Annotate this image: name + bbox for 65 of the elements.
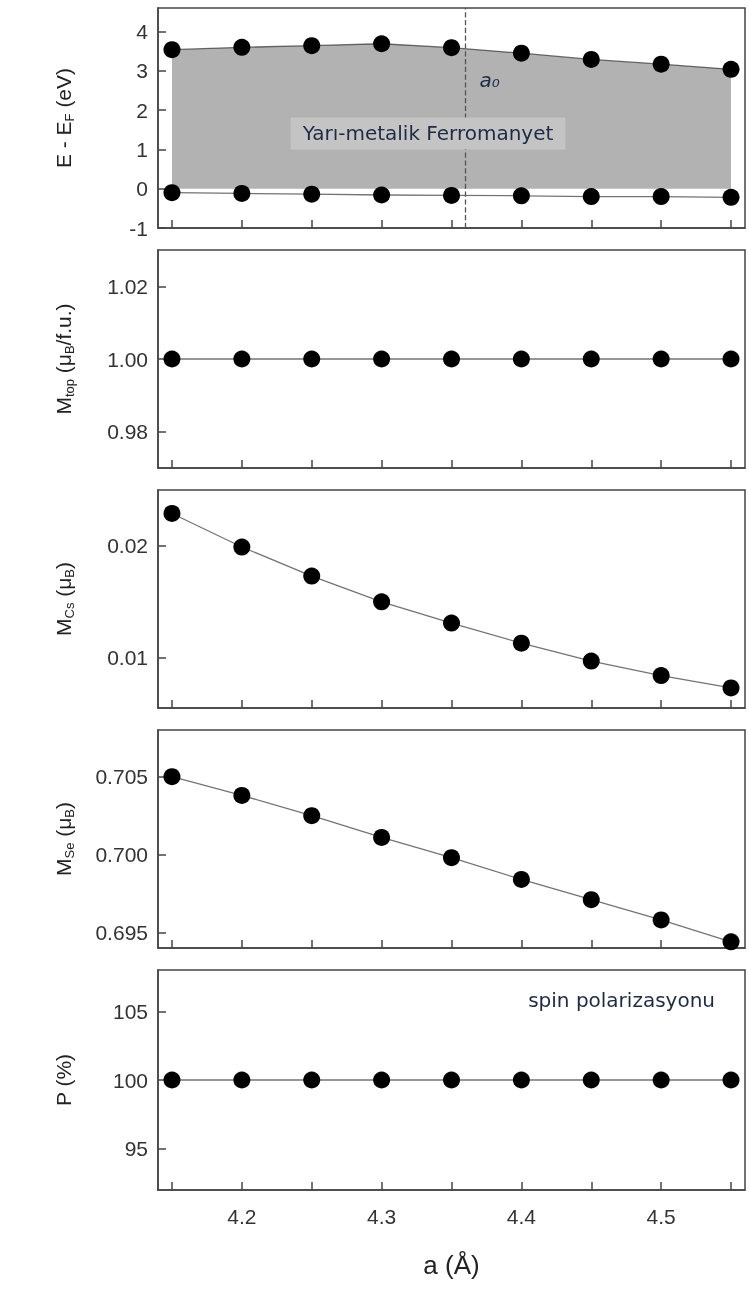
point: [233, 184, 251, 202]
y-tick-label: 1.02: [107, 274, 148, 298]
point: [722, 60, 740, 78]
point: [303, 807, 321, 825]
point: [443, 39, 460, 57]
point: [652, 667, 670, 685]
point: [373, 828, 391, 846]
y-tick-label: 0.01: [107, 646, 148, 670]
point: [373, 35, 391, 53]
y-tick-label: 0.695: [95, 920, 148, 944]
point: [163, 41, 181, 59]
point: [582, 50, 600, 68]
point: [582, 652, 600, 670]
point: [652, 55, 670, 73]
y-tick-label: 1.00: [107, 347, 148, 371]
y-tick-label: 2: [136, 98, 148, 122]
y-tick-label: 1: [136, 137, 148, 161]
y-tick-label: 0.02: [107, 534, 148, 558]
point: [233, 38, 251, 56]
point: [163, 184, 181, 202]
point: [373, 593, 391, 611]
y-axis-title: MCs (μB): [51, 562, 77, 636]
point: [443, 186, 460, 204]
point: [652, 911, 670, 929]
y-tick-label: 0: [136, 177, 148, 201]
annotation: spin polarizasyonu: [528, 988, 715, 1012]
y-tick-label: 3: [136, 59, 148, 83]
point: [652, 188, 670, 206]
point: [512, 634, 530, 652]
point: [303, 185, 321, 203]
annotation: Yarı-metalik Ferromanyet: [301, 121, 554, 146]
y-tick-label: 105: [112, 999, 148, 1023]
ref-line-label: a₀: [479, 68, 500, 92]
point: [233, 538, 251, 556]
y-tick-label: 0.705: [95, 765, 148, 789]
y-tick-label: 100: [112, 1068, 148, 1092]
point: [443, 849, 460, 867]
y-tick-label: 0.98: [107, 420, 148, 444]
point: [373, 186, 391, 204]
point: [512, 44, 530, 62]
point: [303, 37, 321, 55]
x-tick-label: 4.2: [227, 1205, 257, 1228]
x-tick-label: 4.3: [367, 1205, 397, 1228]
y-tick-label: 4: [136, 20, 149, 44]
point: [582, 188, 600, 206]
y-tick-label: -1: [129, 216, 148, 240]
point: [163, 504, 181, 522]
x-axis-title: a (Å): [423, 1250, 480, 1280]
point: [233, 786, 251, 804]
point: [443, 614, 460, 632]
point: [512, 187, 530, 205]
y-tick-label: 95: [124, 1137, 148, 1161]
point: [722, 188, 740, 206]
point: [303, 567, 321, 585]
point: [722, 933, 740, 951]
point: [163, 768, 181, 786]
point: [582, 891, 600, 909]
point: [722, 679, 740, 697]
x-tick-label: 4.4: [506, 1205, 537, 1228]
y-axis-title: E - EF (eV): [51, 67, 77, 169]
y-tick-label: 0.700: [95, 843, 148, 867]
point: [512, 870, 530, 888]
y-axis-title: P (%): [51, 1053, 75, 1107]
y-axis-title: MSe (μB): [51, 802, 77, 876]
x-tick-label: 4.5: [646, 1205, 676, 1228]
